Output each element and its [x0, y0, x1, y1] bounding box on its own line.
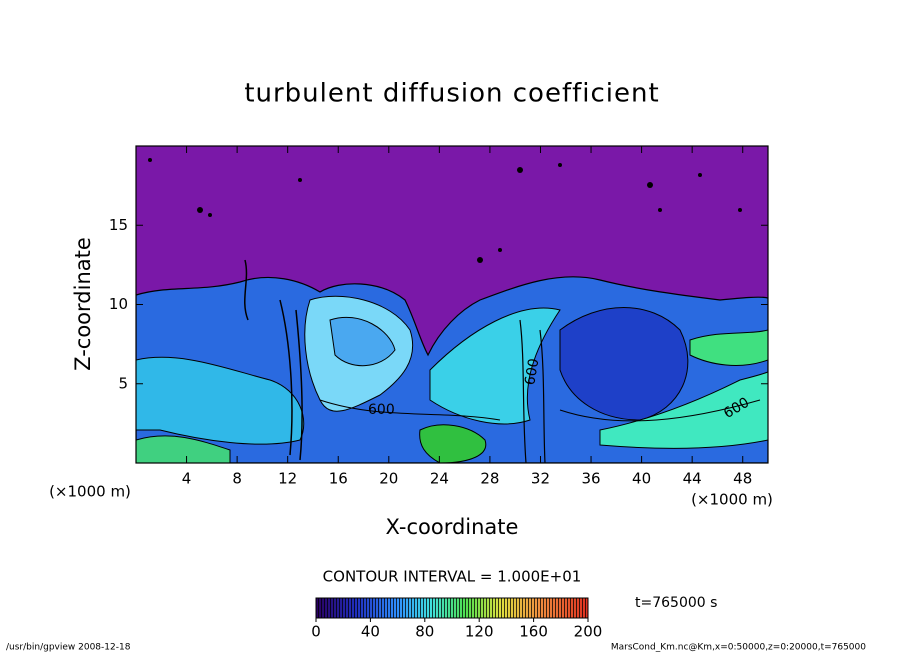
- colorbar-tick-label: 200: [574, 623, 603, 641]
- contour-field: [136, 146, 768, 463]
- x-tick-label: 4: [182, 470, 192, 488]
- y-unit: (×1000 m): [49, 483, 131, 501]
- x-tick-label: 24: [430, 470, 449, 488]
- contour-label: 600: [522, 357, 542, 386]
- contour-interval: CONTOUR INTERVAL = 1.000E+01: [323, 568, 582, 586]
- contour-label: 600: [368, 402, 395, 418]
- colorbar-tick-label: 160: [519, 623, 548, 641]
- colorbar-tick-label: 80: [415, 623, 434, 641]
- y-axis-label: Z-coordinate: [71, 237, 95, 371]
- colorbar-frame: [315, 597, 589, 619]
- x-axis-label: X-coordinate: [386, 515, 519, 539]
- colorbar-tick-label: 0: [311, 623, 321, 641]
- x-tick-label: 16: [329, 470, 348, 488]
- x-unit: (×1000 m): [691, 491, 773, 509]
- x-tick-label: 48: [733, 470, 752, 488]
- time-label: t=765000 s: [635, 595, 717, 611]
- x-tick-label: 28: [480, 470, 499, 488]
- footer-right: MarsCond_Km.nc@Km,x=0:50000,z=0:20000,t=…: [611, 643, 866, 653]
- x-tick-label: 36: [581, 470, 600, 488]
- colorbar-tick-label: 40: [361, 623, 380, 641]
- x-tick-label: 20: [379, 470, 398, 488]
- y-tick-label: 5: [118, 374, 128, 392]
- x-tick-label: 44: [683, 470, 702, 488]
- x-tick-label: 8: [232, 470, 242, 488]
- colorbar-tick-label: 120: [465, 623, 494, 641]
- chart-title: turbulent diffusion coefficient: [244, 79, 659, 109]
- x-tick-label: 32: [531, 470, 550, 488]
- y-tick-label: 15: [109, 216, 128, 234]
- footer-left: /usr/bin/gpview 2008-12-18: [6, 643, 131, 653]
- x-tick-label: 12: [278, 470, 297, 488]
- x-tick-label: 40: [632, 470, 651, 488]
- y-tick-label: 10: [109, 295, 128, 313]
